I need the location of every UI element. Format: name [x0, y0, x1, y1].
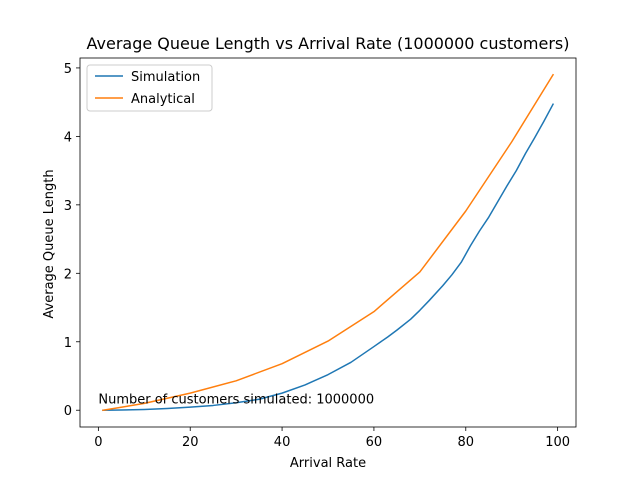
- plot-area: 0 20 40 60 80 100 0 1 2 3 4 5 Number of customers si…: [64, 57, 577, 450]
- annotation-text: Number of customers simulated: 1000000: [98, 392, 374, 407]
- axes-frame: [79, 57, 577, 428]
- y-axis-label: Average Queue Length: [42, 169, 57, 318]
- x-tick-label: 40: [274, 435, 291, 450]
- legend: Simulation Analytical: [86, 64, 213, 112]
- y-tick-label: 3: [64, 199, 72, 214]
- x-tick-label: 20: [182, 435, 199, 450]
- y-tick-label: 1: [64, 336, 72, 351]
- legend-label-simulation: Simulation: [131, 70, 200, 85]
- series-line-analytical: [102, 73, 555, 412]
- x-tick-label: 0: [94, 435, 102, 450]
- x-tick-label: 80: [458, 435, 475, 450]
- y-tick-label: 2: [64, 267, 72, 282]
- x-tick-label: 60: [366, 435, 383, 450]
- x-axis-label: Arrival Rate: [290, 456, 366, 471]
- y-tick-label: 0: [64, 404, 72, 419]
- x-tick-label: 100: [545, 435, 570, 450]
- y-tick-label: 4: [64, 130, 72, 145]
- series-line-simulation: [102, 103, 555, 411]
- chart-title: Average Queue Length vs Arrival Rate (10…: [87, 34, 570, 53]
- y-tick-label: 5: [64, 62, 72, 77]
- legend-label-analytical: Analytical: [131, 92, 195, 107]
